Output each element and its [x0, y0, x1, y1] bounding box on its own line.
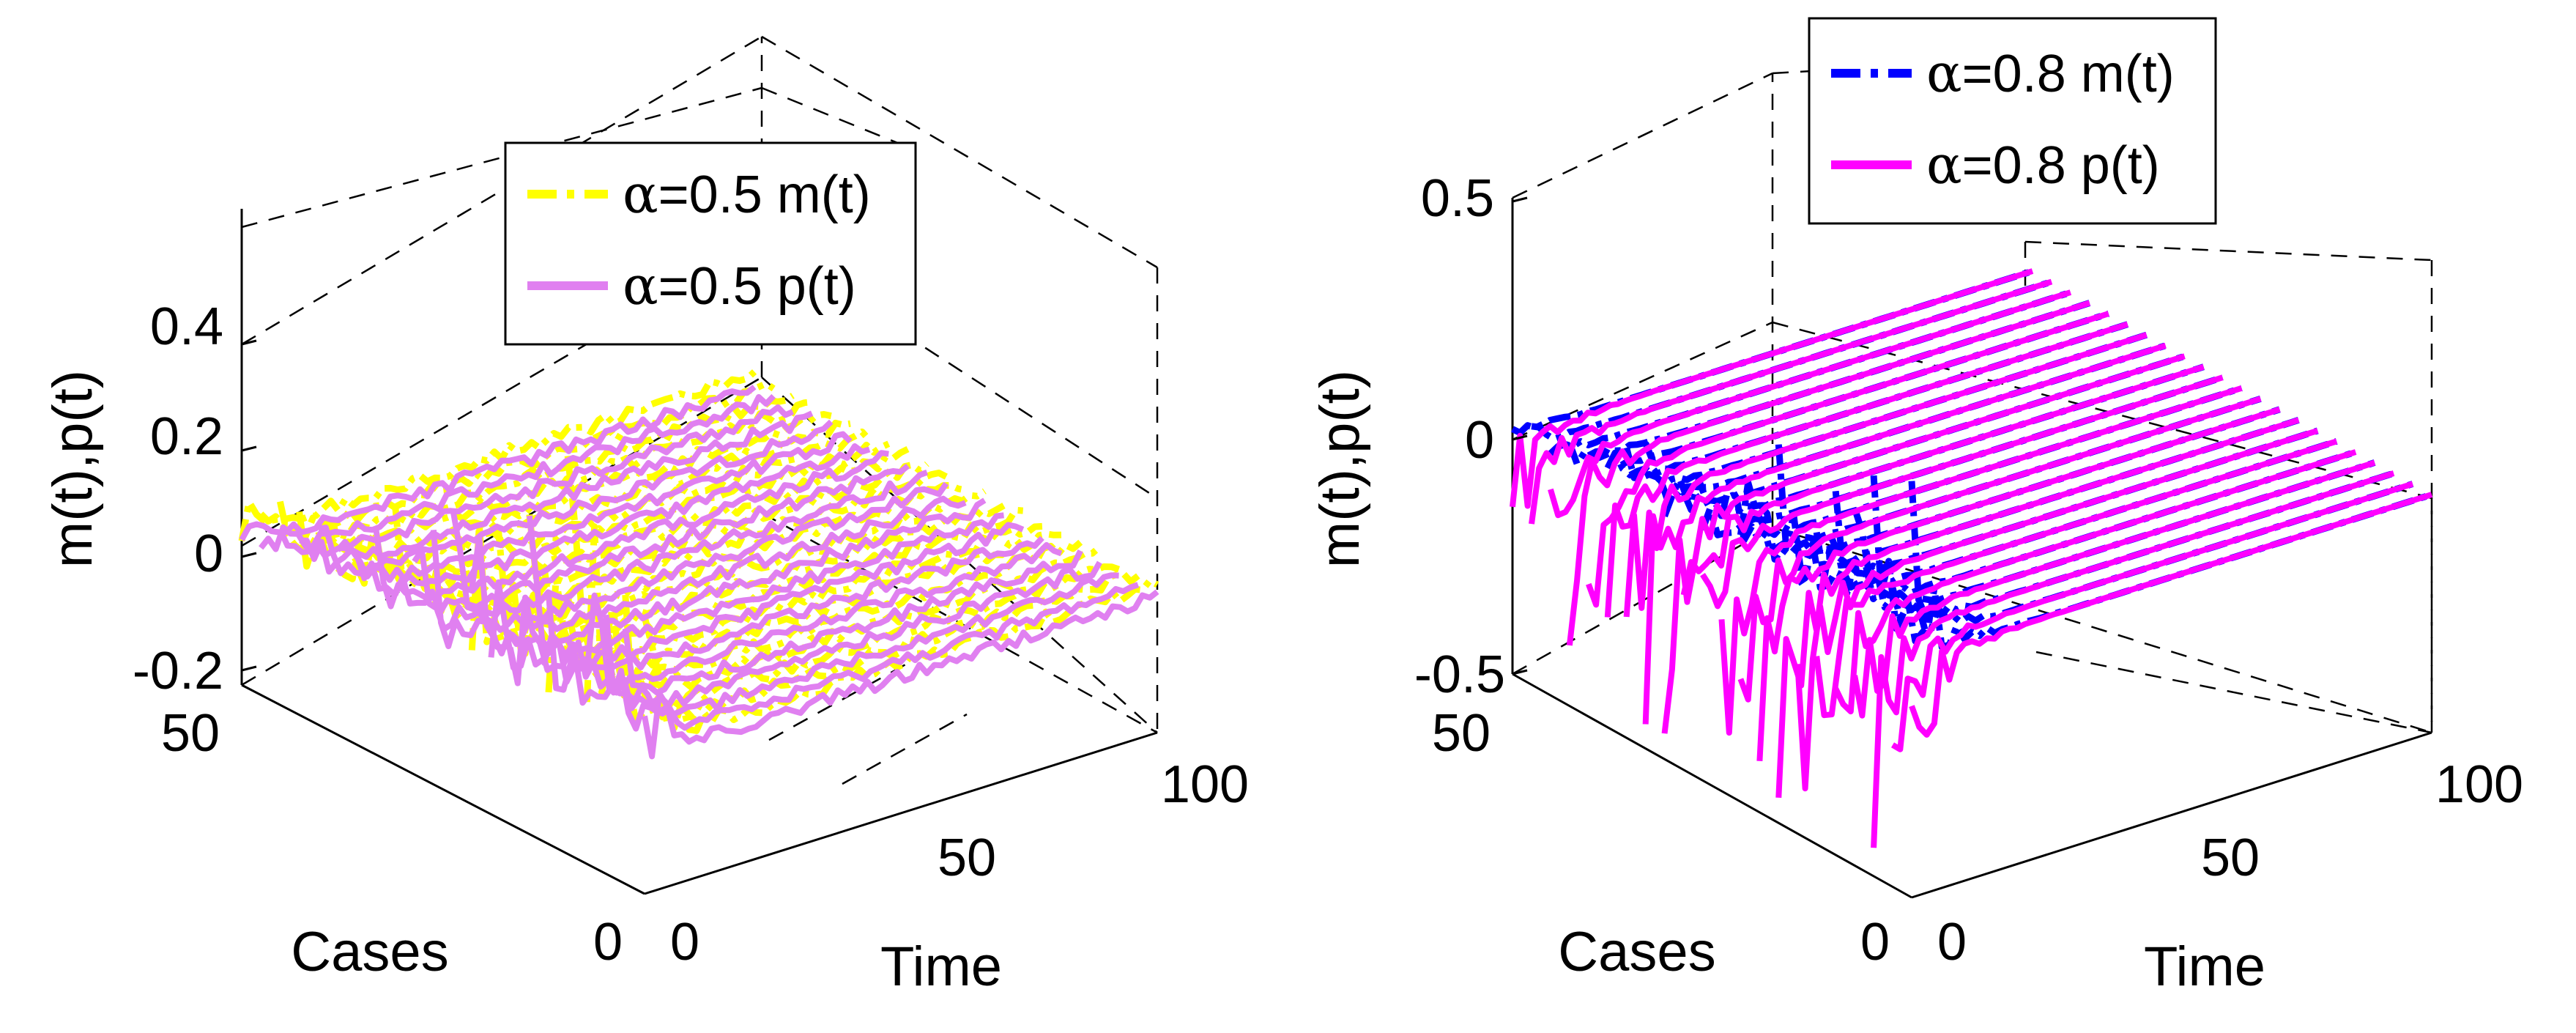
y-tick-label: 0 [1860, 913, 1890, 971]
z-tick-label: -0.5 [1414, 645, 1505, 704]
series-line-p-case-9 [1737, 396, 2262, 703]
x-tick-label: 50 [938, 829, 996, 887]
series-line-m-case-17 [1586, 310, 2110, 470]
series-line-p-case-10 [1718, 385, 2243, 736]
y-tick-label: 50 [161, 704, 220, 763]
series-line-m-case-0 [641, 577, 1159, 734]
series-line-p-case-8 [1756, 406, 2281, 762]
y-axis-label: Cases [291, 921, 448, 983]
series-line-p-case-18 [1566, 300, 2091, 646]
series-line-p-case-17 [318, 419, 834, 577]
series-line-p-case-9 [469, 497, 987, 656]
x-axis-label: Time [880, 936, 1002, 998]
series-line-m-case-18 [296, 399, 813, 570]
legend-entry: α=0.8 m(t) [1926, 42, 2175, 104]
series-line-p-case-5 [1814, 438, 2338, 719]
series-line-p-case-1 [622, 582, 1140, 731]
series-line-p-case-11 [430, 481, 949, 650]
series-line-p-case-14 [1642, 342, 2167, 725]
series-line-p-case-18 [299, 410, 814, 575]
series-line-m-case-4 [564, 455, 1083, 688]
legend-entry: α=0.5 p(t) [623, 255, 856, 316]
series-line-p-case-15 [354, 443, 871, 597]
series-line-p-case-3 [1852, 459, 2376, 719]
series-line-p-case-12 [1680, 363, 2205, 596]
y-axis-label: Cases [1558, 921, 1715, 983]
series-line-p-case-21 [239, 384, 757, 541]
series-line-p-case-17 [1586, 311, 2110, 608]
series-line-p-case-21 [1510, 268, 2034, 509]
z-tick-label: 0.5 [1421, 169, 1494, 228]
series-line-p-case-3 [584, 560, 1102, 711]
series-line-p-case-20 [1529, 278, 2053, 525]
legend-entry: α=0.5 m(t) [623, 163, 871, 225]
traces-left [238, 369, 1159, 760]
series-line-p-case-20 [259, 393, 776, 552]
y-tick-label: 0 [593, 913, 623, 971]
z-ticks-right: 0.5 0 -0.5 [1414, 169, 1528, 704]
z-tick-label: 0.2 [150, 407, 223, 466]
z-tick-label: 0 [194, 525, 223, 583]
series-line-p-case-13 [392, 463, 910, 616]
series-line-p-case-15 [1623, 332, 2148, 618]
chart-right: 0.5 0 -0.5 50 0 0 50 100 m(t),p(t) Cases… [1309, 17, 2523, 998]
series-line-p-case-6 [526, 515, 1044, 685]
z-tick-label: -0.2 [133, 642, 223, 700]
series-line-p-case-2 [603, 572, 1119, 732]
z-tick-label: 0.4 [150, 297, 223, 356]
series-line-p-case-0 [1909, 492, 2433, 738]
series-line-p-case-16 [1604, 321, 2129, 618]
series-line-m-case-14 [372, 440, 891, 595]
series-line-m-case-21 [238, 369, 757, 542]
series-line-p-case-19 [277, 404, 794, 559]
z-axis-label: m(t),p(t) [42, 370, 104, 568]
z-axis-label: m(t),p(t) [1309, 370, 1371, 568]
series-line-p-case-12 [412, 469, 929, 632]
z-ticks-left: 0.4 0.2 0 -0.2 [133, 297, 257, 700]
legend-left: α=0.5 m(t) α=0.5 p(t) [504, 141, 917, 346]
y-tick-label: 50 [1432, 704, 1491, 763]
series-line-p-case-1 [1890, 481, 2414, 752]
x-tick-label: 50 [2201, 829, 2260, 887]
series-line-p-case-4 [1833, 449, 2357, 715]
series-line-p-case-4 [565, 549, 1083, 706]
traces-right [1510, 267, 2433, 848]
z-tick-label: 0 [1465, 411, 1494, 470]
series-line-p-case-6 [1794, 428, 2319, 792]
series-line-p-case-10 [450, 495, 967, 651]
x-tick-label: 100 [2435, 755, 2523, 814]
series-line-p-case-7 [507, 522, 1025, 686]
x-tick-label: 0 [1937, 913, 1967, 971]
chart-left: 0.4 0.2 0 -0.2 50 0 0 50 100 m(t),p(t) C… [42, 35, 1249, 998]
series-line-p-case-13 [1661, 353, 2186, 734]
legend-right: α=0.8 m(t) α=0.8 p(t) [1808, 17, 2217, 225]
series-line-m-case-15 [353, 428, 872, 587]
series-line-p-case-2 [1871, 470, 2395, 848]
series-line-p-case-7 [1775, 417, 2300, 798]
x-tick-label: 0 [670, 913, 699, 971]
series-line-p-case-11 [1700, 374, 2224, 610]
series-line-p-case-16 [335, 431, 853, 583]
series-line-p-case-19 [1548, 289, 2072, 519]
series-line-m-case-12 [412, 461, 929, 612]
x-tick-label: 100 [1161, 755, 1249, 814]
series-line-p-case-8 [488, 512, 1004, 671]
legend-entry: α=0.8 p(t) [1926, 134, 2160, 196]
series-line-p-case-5 [546, 541, 1063, 693]
series-line-p-case-14 [373, 450, 889, 610]
series-line-p-case-0 [642, 589, 1159, 760]
x-axis-label: Time [2144, 936, 2265, 998]
